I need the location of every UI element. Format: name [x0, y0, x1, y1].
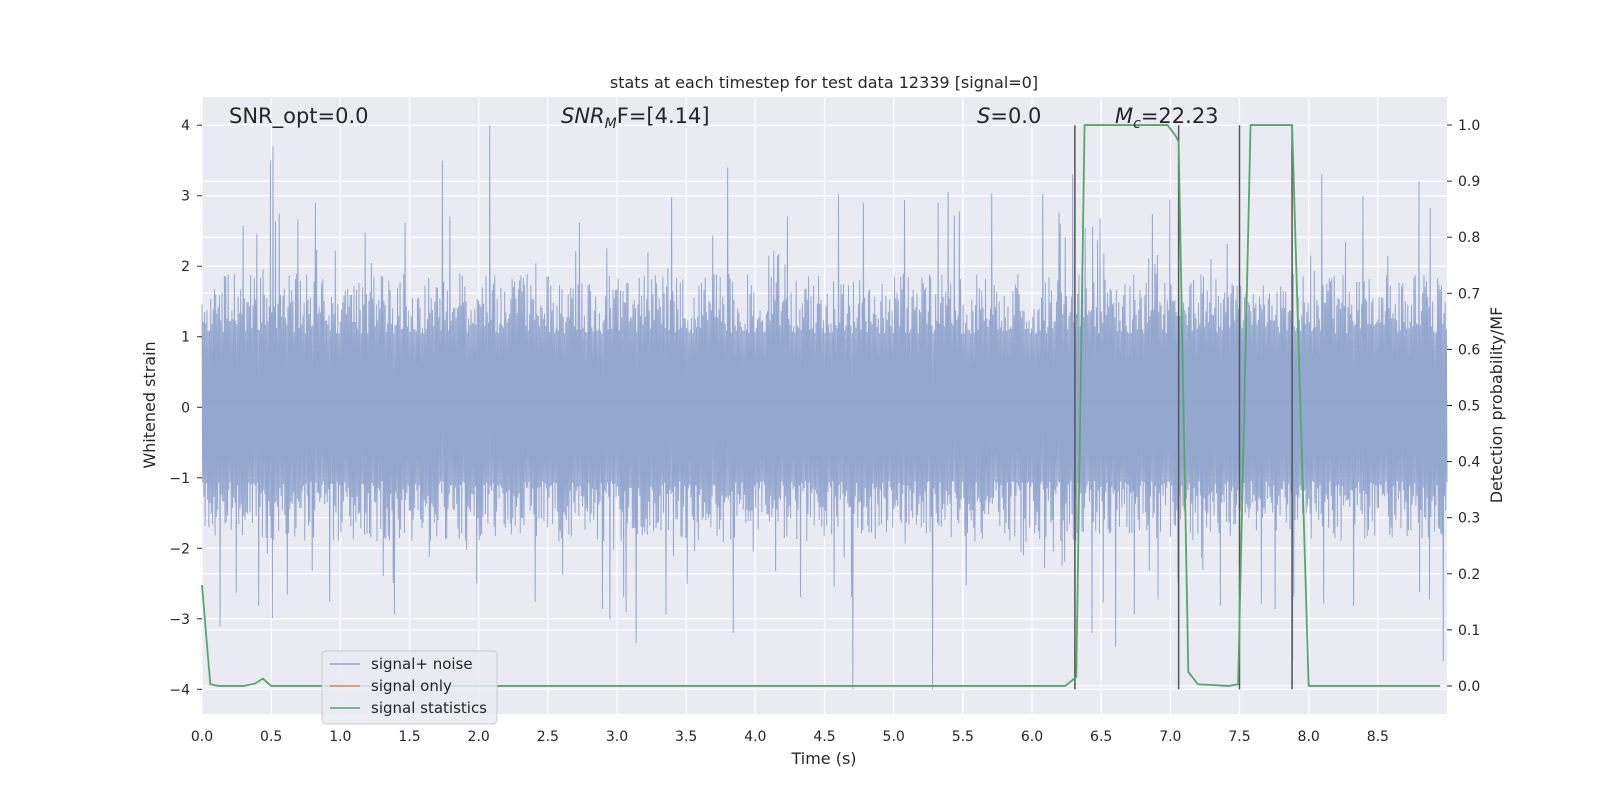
annotation-mc-subscript: c: [1133, 116, 1141, 132]
y-right-tick-label: 0.7: [1458, 286, 1480, 302]
y-right-axis-ticks: 1.0 0.9 0.8 0.7 0.6 0.5 0.4 0.3 0.2 0.1 0.0: [1447, 118, 1480, 695]
annotation-snr-opt: SNR_opt=0.0: [229, 104, 369, 129]
legend-label-signal-statistics: signal statistics: [371, 699, 487, 717]
series-signal-statistics: [201, 124, 1441, 687]
legend-label-signal-only: signal only: [371, 677, 452, 695]
x-tick-label: 7.5: [1228, 729, 1250, 745]
x-tick-label: 4.0: [744, 729, 766, 745]
y-left-tick-label: 3: [181, 189, 190, 205]
x-tick-label: 1.5: [398, 729, 420, 745]
annotation-snr-mf-value: F=[4.14]: [617, 104, 710, 128]
legend: signal+ noise signal only signal statist…: [321, 650, 498, 725]
y-left-tick-label: −3: [169, 612, 190, 628]
x-tick-label: 5.5: [952, 729, 974, 745]
annotation-snr-mf: SNRMF=[4.14]: [561, 104, 710, 132]
x-tick-label: 2.5: [537, 729, 559, 745]
x-tick-label: 0.5: [260, 729, 282, 745]
y-left-tick-label: −1: [169, 471, 190, 487]
annotation-mc-symbol: M: [1115, 104, 1133, 128]
x-axis-ticks: 0.0 0.5 1.0 1.5 2.0 2.5 3.0 3.5 4.0 4.5 5.0 5.5 6.0 6…: [191, 729, 1389, 745]
x-tick-label: 3.0: [606, 729, 628, 745]
y-left-tick-label: 2: [181, 259, 190, 275]
y-right-tick-label: 0.0: [1458, 679, 1480, 695]
x-tick-label: 0.0: [191, 729, 213, 745]
x-tick-label: 7.0: [1159, 729, 1181, 745]
y-left-tick-label: −2: [169, 541, 190, 557]
chart-title: stats at each timestep for test data 123…: [610, 73, 1038, 92]
y-left-tick-label: 4: [181, 118, 190, 134]
x-tick-label: 3.5: [675, 729, 697, 745]
x-axis-label: Time (s): [790, 749, 856, 768]
y-left-tick-label: −4: [169, 682, 190, 698]
annotation-snr-mf-symbol: SNR: [561, 104, 605, 128]
x-tick-label: 6.0: [1021, 729, 1043, 745]
annotation-s-value: =0.0: [990, 104, 1041, 128]
y-right-tick-label: 1.0: [1458, 118, 1480, 134]
annotation-s: S=0.0: [977, 104, 1041, 128]
y-right-tick-label: 0.9: [1458, 174, 1480, 190]
y-left-axis-label: Whitened strain: [140, 341, 159, 468]
annotation-snr-mf-subscript: M: [605, 116, 617, 132]
y-left-axis-ticks: 4 3 2 1 0 −1 −2 −3 −4: [169, 118, 202, 698]
legend-box: [321, 650, 498, 725]
y-right-tick-label: 0.8: [1458, 230, 1480, 246]
x-tick-label: 8.0: [1298, 729, 1320, 745]
x-tick-label: 6.5: [1090, 729, 1112, 745]
y-right-tick-label: 0.1: [1458, 623, 1480, 639]
y-right-tick-label: 0.3: [1458, 511, 1480, 527]
signal-statistics-line: [201, 124, 1441, 687]
y-left-tick-label: 0: [181, 400, 190, 416]
legend-label-signal-noise: signal+ noise: [371, 655, 473, 673]
y-left-tick-label: 1: [181, 330, 190, 346]
x-tick-label: 8.5: [1367, 729, 1389, 745]
annotation-mc: Mc=22.23: [1115, 104, 1219, 132]
annotation-s-symbol: S: [977, 104, 990, 128]
y-right-tick-label: 0.2: [1458, 567, 1480, 583]
x-tick-label: 5.0: [883, 729, 905, 745]
y-right-tick-label: 0.6: [1458, 342, 1480, 358]
x-tick-label: 2.0: [468, 729, 490, 745]
y-right-tick-label: 0.4: [1458, 455, 1480, 471]
y-right-axis-label: Detection probability/MF: [1487, 307, 1506, 504]
y-right-tick-label: 0.5: [1458, 399, 1480, 415]
x-tick-label: 1.0: [329, 729, 351, 745]
x-tick-label: 4.5: [813, 729, 835, 745]
annotation-mc-value: =22.23: [1141, 104, 1219, 128]
